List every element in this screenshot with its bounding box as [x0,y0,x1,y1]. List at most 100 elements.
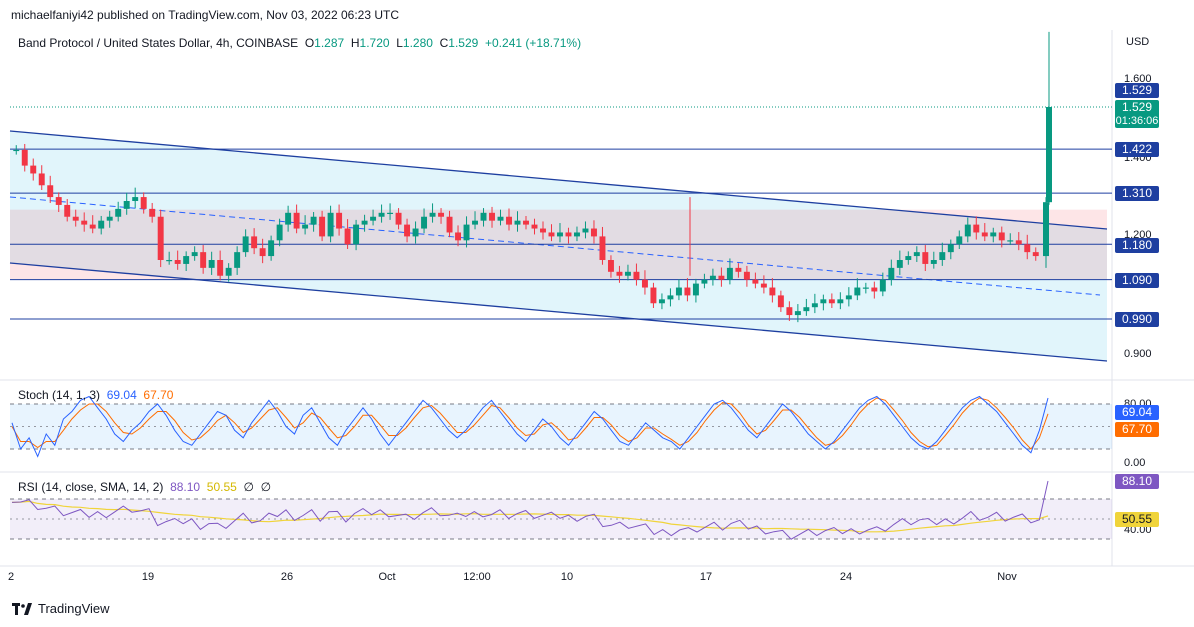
candle-body [1024,244,1031,253]
time-axis-label: 10 [560,571,574,583]
candle-body [990,232,997,237]
candle-body [72,216,79,221]
price-axis-label: 0.900 [1124,348,1152,360]
candle-body [1043,202,1049,257]
candle-body [964,224,971,237]
candle-body [421,216,428,229]
candle-body [30,165,37,174]
candle-body [251,236,258,249]
candle-body [208,260,215,268]
candle-body [862,287,869,289]
candle-body [285,212,292,225]
candle-body [115,208,122,217]
candle-body [38,173,45,186]
candle-body [701,279,708,284]
candle-body [1032,252,1039,257]
rsi-value-tag: 88.10 [1115,474,1159,489]
candle-body [446,216,453,233]
candle-body [438,212,445,217]
candle-body [616,271,623,276]
candle-body [557,232,563,237]
candle-body [582,228,589,233]
candle-body [472,220,478,225]
time-axis-label: 12:00 [463,571,491,583]
ohlc-close: 1.529 [448,36,479,50]
current-price: 1.529 [1121,100,1153,114]
ohlc-open: 1.287 [314,36,345,50]
candle-body [599,236,606,261]
candle-body [939,252,946,261]
candle-body [463,224,470,241]
candle-body [123,201,130,209]
stoch-d-value: 67.70 [143,388,174,402]
candle-body [387,212,394,215]
candle-body [726,267,733,280]
candle-body [174,260,181,264]
stoch-k-tag: 69.04 [1115,405,1159,420]
candle-body [658,299,665,304]
level-tag: 1.310 [1115,186,1159,201]
candle-body [769,287,776,296]
ohlc-high: 1.720 [359,36,390,50]
candle-body [1046,107,1052,203]
candle-body [692,283,699,296]
channel-mid-line [9,196,1101,296]
stoch-d-tag: 67.70 [1115,422,1159,437]
candle-body [276,224,283,241]
rsi-axis-label: 40.00 [1124,524,1152,536]
rsi-line [11,480,1049,540]
candle-body [404,224,411,237]
candle-body [998,232,1005,241]
candle-body [879,279,886,292]
time-axis-label: 24 [839,571,853,583]
channel-upper-line [9,130,1108,230]
current-price-tag: 1.529 01:36:06 [1115,100,1159,128]
rsi-ma-tag: 50.55 [1115,512,1159,527]
tradingview-brand[interactable]: TradingView [12,601,110,616]
candle-body [319,216,326,237]
candle-body [395,212,402,225]
candle-body [624,271,631,276]
candle-body [21,149,28,166]
stoch-axis-label: 0.00 [1124,457,1146,469]
level-tag: 0.990 [1115,312,1159,327]
tradingview-logo-icon [12,602,32,615]
candle-body [497,216,504,221]
candle-body [361,220,368,225]
candle-body [922,252,929,264]
candle-body [166,260,173,262]
candle-body [47,185,54,198]
price-axis-label: 1.600 [1124,73,1152,85]
candle-body [828,299,835,304]
candle-body [89,224,96,229]
candle-body [98,220,105,229]
candle-body [412,228,419,237]
candle-body [217,260,224,276]
ohlc-low-label: L [396,36,403,50]
candle-body [327,212,334,237]
candle-body [489,212,495,221]
candle-body [888,267,895,280]
candle-body [55,197,62,205]
candle-body [132,197,139,202]
candle-body [947,244,954,253]
candle-body [64,204,71,217]
candle-body [650,287,657,304]
candle-body [523,220,529,225]
candle-body [514,220,521,225]
stoch-d-line [11,397,1049,450]
candle-body [837,299,844,304]
candle-body [667,295,674,300]
candle-body [786,307,793,316]
candle-body [336,212,343,229]
symbol-title: Band Protocol / United States Dollar, 4h… [18,36,299,50]
candle-body [259,248,266,257]
candle-body [81,220,88,225]
candle-body [234,252,241,268]
rsi-label: RSI (14, close, SMA, 14, 2) [18,480,164,494]
candle-body [429,212,436,217]
publisher-line: michaelfaniyi42 published on TradingView… [11,8,400,22]
candle-body [200,252,207,268]
candle-body [820,299,827,304]
